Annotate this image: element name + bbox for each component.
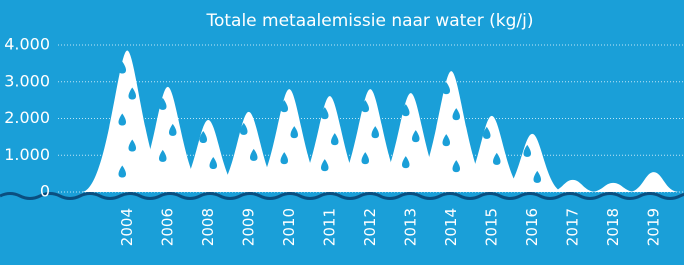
x-tick-label: 2004: [118, 208, 136, 246]
x-tick-label: 2013: [401, 208, 419, 246]
x-tick-label: 2017: [563, 208, 581, 246]
background: [0, 0, 684, 265]
y-tick-label: 4.000: [4, 35, 50, 54]
x-tick-label: 2006: [158, 208, 176, 246]
x-tick-label: 2010: [280, 208, 298, 246]
y-tick-label: 2.000: [4, 108, 50, 127]
y-tick-label: 3.000: [4, 71, 50, 90]
chart: Totale metaalemissie naar water (kg/j) 0…: [0, 0, 684, 265]
x-tick-label: 2012: [361, 208, 379, 246]
y-tick-label: 0: [40, 182, 50, 201]
x-tick-label: 2014: [442, 208, 460, 246]
x-tick-label: 2015: [482, 208, 500, 246]
x-tick-label: 2019: [644, 208, 662, 246]
chart-title: Totale metaalemissie naar water (kg/j): [205, 11, 533, 31]
x-tick-label: 2016: [523, 208, 541, 246]
x-tick-label: 2011: [320, 208, 338, 246]
x-tick-label: 2009: [239, 208, 257, 246]
x-tick-label: 2018: [604, 208, 622, 246]
y-tick-label: 1.000: [4, 145, 50, 164]
x-tick-label: 2008: [199, 208, 217, 246]
